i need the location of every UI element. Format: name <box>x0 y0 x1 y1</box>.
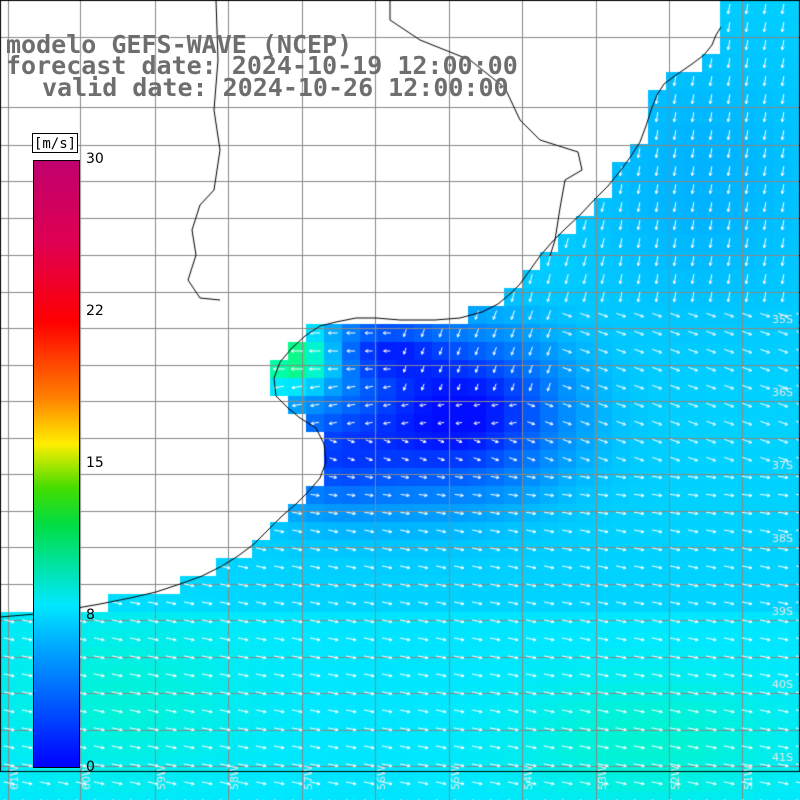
model-title: modelo GEFS-WAVE (NCEP) <box>6 30 353 59</box>
colorbar-tick-22: 22 <box>86 303 104 319</box>
colorbar-unit: [m/s] <box>32 133 78 153</box>
colorbar-tick-15: 15 <box>86 455 104 471</box>
colorbar <box>33 160 80 768</box>
colorbar-tick-30: 30 <box>86 151 104 167</box>
valid-date: valid date: 2024-10-26 12:00:00 <box>42 73 509 102</box>
forecast-date: forecast date: 2024-10-19 12:00:00 <box>6 51 518 80</box>
colorbar-tick-8: 8 <box>86 607 95 623</box>
colorbar-tick-0: 0 <box>86 759 95 775</box>
